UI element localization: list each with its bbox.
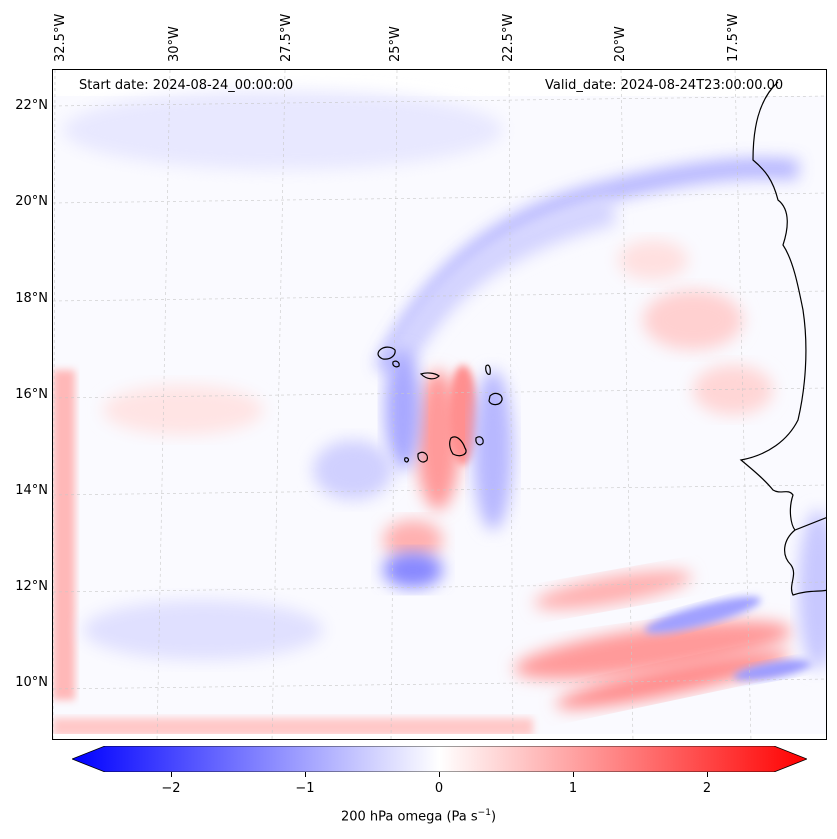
pos-region — [643, 290, 743, 350]
neg-region — [83, 600, 323, 660]
pos-band — [534, 570, 692, 610]
colorbar-label: 200 hPa omega (Pa s−1) — [0, 808, 837, 824]
neg-streak — [383, 552, 443, 588]
island-maio — [475, 436, 484, 446]
neg-arc-outer — [384, 195, 617, 368]
colorbar-label-exponent: −1 — [477, 808, 491, 818]
island-sao-nicolau — [419, 372, 440, 380]
lat-label: 18°N — [15, 291, 48, 306]
colorbar-tick-label: −2 — [161, 781, 181, 796]
lon-label: 17.5°W — [726, 13, 741, 62]
colorbar — [72, 746, 807, 772]
lat-label: 14°N — [15, 483, 48, 498]
lat-label: 16°N — [15, 387, 48, 402]
lat-label: 20°N — [15, 194, 48, 209]
island-fogo — [417, 451, 428, 463]
neg-band — [644, 596, 762, 634]
colorbar-tickmark — [573, 772, 574, 777]
start-date-label: Start date: 2024-08-24_00:00:00 — [79, 78, 294, 93]
colorbar-tick-label: 1 — [568, 781, 578, 796]
pos-region — [693, 365, 773, 415]
neg-region — [313, 440, 393, 500]
colorbar-tick-label: 0 — [434, 781, 444, 796]
lat-label: 10°N — [15, 675, 48, 690]
edge-strip-west — [53, 370, 75, 700]
colorbar-tickmark — [305, 772, 306, 777]
neg-streak — [385, 350, 421, 470]
neg-band — [733, 659, 813, 681]
map-panel — [52, 69, 827, 740]
africa-coastline — [739, 81, 826, 596]
domain-edge-top — [53, 70, 826, 96]
omega-field — [53, 70, 826, 739]
pos-core — [448, 365, 478, 465]
domain-edge-bottom — [53, 734, 826, 739]
pos-region — [103, 385, 263, 435]
colorbar-label-close: ) — [490, 809, 497, 825]
neg-region — [63, 90, 503, 170]
pos-region — [618, 240, 688, 280]
island-boa-vista — [488, 392, 503, 406]
island-santiago — [449, 436, 467, 457]
colorbar-tickmark — [171, 772, 172, 777]
lat-label: 22°N — [15, 98, 48, 113]
lon-label: 27.5°W — [279, 13, 294, 62]
lon-label: 30°W — [167, 26, 182, 62]
neg-region — [798, 510, 826, 670]
lat-label: 12°N — [15, 579, 48, 594]
island-santo-antao — [377, 346, 396, 360]
edge-strip-south — [53, 718, 533, 736]
colorbar-tickmark — [439, 772, 440, 777]
colorbar-tickmark — [707, 772, 708, 777]
island-sal — [485, 364, 491, 375]
omega-field-map — [53, 70, 826, 739]
lon-label: 20°W — [613, 26, 628, 62]
lon-label: 32.5°W — [53, 13, 68, 62]
pos-band — [555, 651, 791, 709]
colorbar-gradient — [72, 746, 807, 772]
neg-arc — [374, 158, 800, 375]
valid-date-label: Valid_date: 2024-08-24T23:00:00.00 — [545, 78, 784, 93]
graticule — [53, 70, 826, 739]
pos-region — [383, 520, 443, 560]
colorbar-tick-label: −1 — [295, 781, 315, 796]
colorbar-tick-label: 2 — [702, 781, 712, 796]
colorbar-label-text: 200 hPa omega (Pa s — [340, 809, 478, 825]
neg-streak — [473, 370, 513, 530]
island-brava — [404, 457, 410, 463]
coastlines — [377, 81, 826, 596]
island-sao-vicente — [392, 360, 400, 368]
lon-label: 22.5°W — [501, 13, 516, 62]
lon-label: 25°W — [388, 26, 403, 62]
pos-band — [514, 620, 792, 680]
